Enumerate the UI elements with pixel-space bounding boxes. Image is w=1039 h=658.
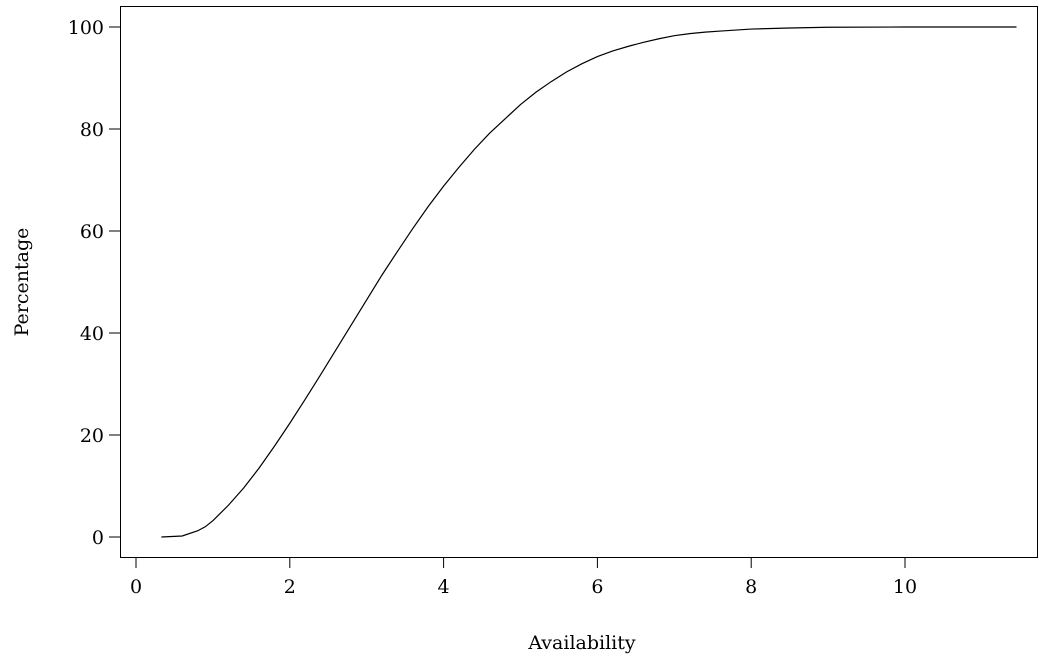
x-tick-label: 2: [284, 576, 296, 598]
y-axis: 0 20 40 60 80 100: [68, 17, 120, 549]
x-tick-label: 8: [745, 576, 757, 598]
y-axis-label: Percentage: [11, 228, 33, 337]
y-tick-label: 80: [80, 119, 104, 141]
y-tick-label: 0: [92, 527, 104, 549]
y-tick-label: 60: [80, 221, 104, 243]
series-layer: [161, 26, 1017, 538]
y-tick-label: 20: [80, 425, 104, 447]
x-axis: 0 2 4 6 8 10: [130, 557, 917, 598]
y-tick-label: 100: [68, 17, 104, 39]
x-tick-label: 0: [130, 576, 142, 598]
x-axis-label: Availability: [527, 632, 636, 654]
x-tick-label: 10: [893, 576, 917, 598]
y-tick-label: 40: [80, 323, 104, 345]
plot-frame: [120, 6, 1038, 558]
x-tick-label: 6: [591, 576, 603, 598]
x-tick-label: 4: [438, 576, 450, 598]
series-line: [161, 26, 1017, 538]
